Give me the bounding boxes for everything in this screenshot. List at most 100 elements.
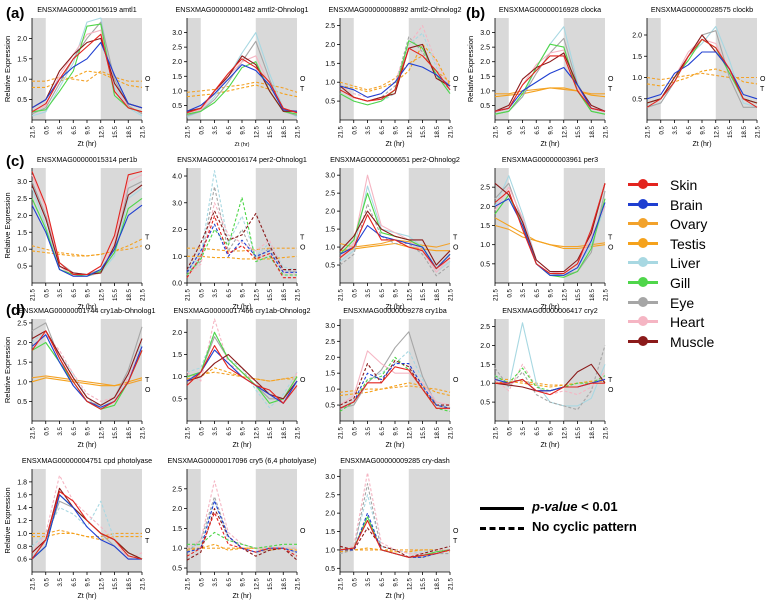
x-tick-label: 12.5 xyxy=(406,288,413,301)
x-tick-label: 21.5 xyxy=(185,125,192,138)
chart-13: ENSXMAG00000006417 cry2 0.5 1.0 1.5 2.0 2.5 21… xyxy=(480,306,614,449)
x-tick-label: 9.5 xyxy=(393,288,400,297)
y-tick-label: 2.0 xyxy=(325,42,335,49)
series-line-skin xyxy=(495,378,605,396)
x-tick-label: 6.5 xyxy=(71,125,78,134)
line-style-key: p-value < 0.01 No cyclic pattern xyxy=(480,498,765,538)
x-tick-label: 18.5 xyxy=(281,288,288,301)
y-tick-label: 0.5 xyxy=(325,263,335,270)
chart-title: ENSXMAG00000017466 cry1ab-Ohnolog2 xyxy=(173,306,310,315)
x-tick-label: 18.5 xyxy=(589,288,596,301)
x-tick-label: 12.5 xyxy=(98,426,105,439)
legend-label: Brain xyxy=(670,196,703,213)
panel-letter-d: (d) xyxy=(6,302,26,319)
legend-item-testis: Testis xyxy=(628,235,763,255)
y-tick-label: 2.0 xyxy=(172,506,182,513)
x-tick-label: 12.5 xyxy=(406,125,413,138)
x-axis-label: Zt (hr) xyxy=(385,593,404,600)
y-tick-label: 1.5 xyxy=(172,74,182,81)
y-tick-label: 2.0 xyxy=(325,209,335,216)
tissue-marker-t: T xyxy=(145,234,150,241)
y-tick-label: 2.5 xyxy=(480,324,490,331)
dark-phase-shade xyxy=(495,168,509,283)
series-line-testis xyxy=(186,367,297,382)
chart-title: ENSXMAG00000009278 cry1ba xyxy=(343,306,447,315)
series-line-liver xyxy=(186,32,298,118)
x-tick-label: 15.5 xyxy=(112,577,119,590)
x-tick-label: 3.5 xyxy=(57,577,64,586)
series-line-skin xyxy=(31,330,143,410)
y-tick-label: 3.0 xyxy=(325,173,335,180)
x-tick-label: 15.5 xyxy=(420,426,427,439)
x-tick-label: 18.5 xyxy=(589,426,596,439)
x-tick-label: 0.5 xyxy=(43,577,50,586)
x-tick-label: 12.5 xyxy=(561,426,568,439)
y-tick-label: 2.0 xyxy=(172,59,182,66)
legend-item-ovary: Ovary xyxy=(628,215,763,235)
legend-item-muscle: Muscle xyxy=(628,333,763,353)
x-tick-label: 0.5 xyxy=(198,125,205,134)
series-line-eye xyxy=(339,203,451,277)
chart-title: ENSXMAG00000015619 amtl1 xyxy=(37,5,137,14)
x-axis-label: Zt (hr) xyxy=(77,593,96,600)
series-line-brain xyxy=(646,51,758,100)
series-line-testis xyxy=(187,255,298,260)
legend-item-eye: Eye xyxy=(628,294,763,314)
x-tick-label: 0.5 xyxy=(43,125,50,134)
y-axis-label: Relative Expression xyxy=(466,36,475,102)
x-tick-label: 21.5 xyxy=(140,125,147,138)
x-tick-label: 0.5 xyxy=(658,125,665,134)
series-line-ovary xyxy=(646,72,757,81)
legend-item-liver: Liver xyxy=(628,254,763,274)
tissue-marker-o: O xyxy=(453,377,459,384)
dark-phase-shade xyxy=(647,18,661,120)
x-tick-label: 21.5 xyxy=(140,288,147,301)
x-tick-label: 21.5 xyxy=(338,426,345,439)
series-line-gill xyxy=(31,23,143,113)
dark-phase-shade xyxy=(495,319,509,421)
chart-title: ENSXMAG00000001744 cry1ab-Ohnolog1 xyxy=(18,306,155,315)
series-line-testis xyxy=(186,84,298,98)
y-tick-label: 0.5 xyxy=(480,261,490,268)
dark-phase-shade xyxy=(340,469,354,572)
series-line-muscle xyxy=(186,353,298,400)
linekey-dashed: No cyclic pattern xyxy=(480,518,765,538)
chart-3: ENSXMAG00000008892 amtl2-Ohnolog2 0.5 1.0 1… xyxy=(325,5,461,148)
x-tick-label: 9.5 xyxy=(240,577,247,586)
x-tick-label: 21.5 xyxy=(448,125,455,138)
x-tick-label: 9.5 xyxy=(548,426,555,435)
y-tick-label: 0.5 xyxy=(172,396,182,403)
series-line-ovary xyxy=(187,247,297,252)
y-tick-label: 1.0 xyxy=(632,75,642,82)
y-tick-label: 1.5 xyxy=(325,529,335,536)
x-tick-label: 0.5 xyxy=(43,288,50,297)
series-line-skin xyxy=(186,58,298,114)
x-tick-label: 18.5 xyxy=(126,577,133,590)
x-tick-label: 18.5 xyxy=(126,125,133,138)
series-line-skin xyxy=(186,215,297,279)
y-tick-label: 1.0 xyxy=(17,531,27,538)
x-tick-label: 9.5 xyxy=(700,125,707,134)
x-tick-label: 15.5 xyxy=(112,426,119,439)
x-tick-label: 3.5 xyxy=(365,426,372,435)
x-tick-label: 21.5 xyxy=(603,426,610,439)
tissue-marker-t: T xyxy=(608,86,613,93)
dark-phase-shade xyxy=(187,469,201,572)
y-tick-label: 0.5 xyxy=(172,103,182,110)
tissue-marker-t: T xyxy=(300,234,305,241)
y-tick-label: 1.6 xyxy=(17,492,27,499)
series-line-liver xyxy=(339,350,451,409)
x-axis-label: Zt (hr) xyxy=(385,141,404,148)
chart-1: ENSXMAG00000015619 amtl1 0.5 1.0 1.5 2.0 21.5… xyxy=(3,5,151,148)
x-axis-label: Zt (hr) xyxy=(77,304,96,311)
x-tick-label: 9.5 xyxy=(85,577,92,586)
tissue-marker-o: O xyxy=(300,76,306,83)
y-tick-label: 1.0 xyxy=(325,387,335,394)
y-tick-label: 1.4 xyxy=(17,505,27,512)
dark-phase-shade xyxy=(715,18,757,120)
y-tick-label: 2.0 xyxy=(172,330,182,337)
y-tick-label: 3.0 xyxy=(172,30,182,37)
x-tick-label: 21.5 xyxy=(185,426,192,439)
x-tick-label: 0.5 xyxy=(506,288,513,297)
y-tick-label: 2.0 xyxy=(480,343,490,350)
